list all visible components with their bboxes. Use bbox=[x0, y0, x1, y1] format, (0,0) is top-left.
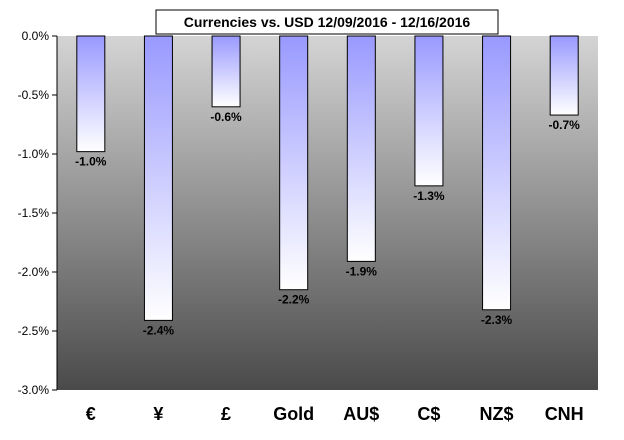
x-axis: € ¥ £ Gold AU$ C$ NZ$ CNH bbox=[86, 404, 584, 424]
data-label: -2.3% bbox=[481, 313, 513, 327]
data-label: -2.4% bbox=[143, 323, 175, 337]
chart-title-box: Currencies vs. USD 12/09/2016 - 12/16/20… bbox=[155, 9, 499, 35]
y-tick-label: -0.5% bbox=[18, 88, 50, 102]
x-category-label: CNH bbox=[545, 404, 584, 424]
y-tick-label: -2.0% bbox=[18, 265, 50, 279]
x-category-label: ¥ bbox=[153, 404, 163, 424]
y-axis: 0.0% -0.5% -1.0% -1.5% -2.0% -2.5% -3.0% bbox=[18, 29, 58, 397]
x-category-label: € bbox=[86, 404, 96, 424]
data-label: -2.2% bbox=[278, 293, 310, 307]
y-tick-label: -1.5% bbox=[18, 206, 50, 220]
bar bbox=[482, 35, 512, 311]
bar bbox=[346, 35, 376, 262]
bar bbox=[143, 35, 173, 321]
bar bbox=[211, 35, 241, 108]
x-category-label: C$ bbox=[417, 404, 440, 424]
bar bbox=[414, 35, 444, 187]
x-category-label: AU$ bbox=[343, 404, 379, 424]
y-tick-label: -1.0% bbox=[18, 147, 50, 161]
x-category-label: Gold bbox=[273, 404, 314, 424]
bars bbox=[76, 35, 579, 321]
data-label: -0.6% bbox=[210, 110, 242, 124]
x-category-label: NZ$ bbox=[480, 404, 514, 424]
plot-area bbox=[57, 36, 598, 390]
bar bbox=[76, 35, 106, 153]
bar bbox=[549, 35, 579, 116]
y-tick-label: -2.5% bbox=[18, 324, 50, 338]
chart-title: Currencies vs. USD 12/09/2016 - 12/16/20… bbox=[184, 14, 471, 30]
data-label: -1.3% bbox=[413, 189, 445, 203]
y-tick-label: -3.0% bbox=[18, 383, 50, 397]
x-category-label: £ bbox=[221, 404, 231, 424]
data-label: -0.7% bbox=[549, 118, 581, 132]
data-label: -1.0% bbox=[75, 155, 107, 169]
data-label: -1.9% bbox=[346, 264, 378, 278]
y-tick-label: 0.0% bbox=[22, 29, 50, 43]
data-labels: -1.0% -2.4% -0.6% -2.2% -1.9% -1.3% -2.3% -0.7% bbox=[75, 110, 580, 338]
bar bbox=[279, 35, 309, 291]
